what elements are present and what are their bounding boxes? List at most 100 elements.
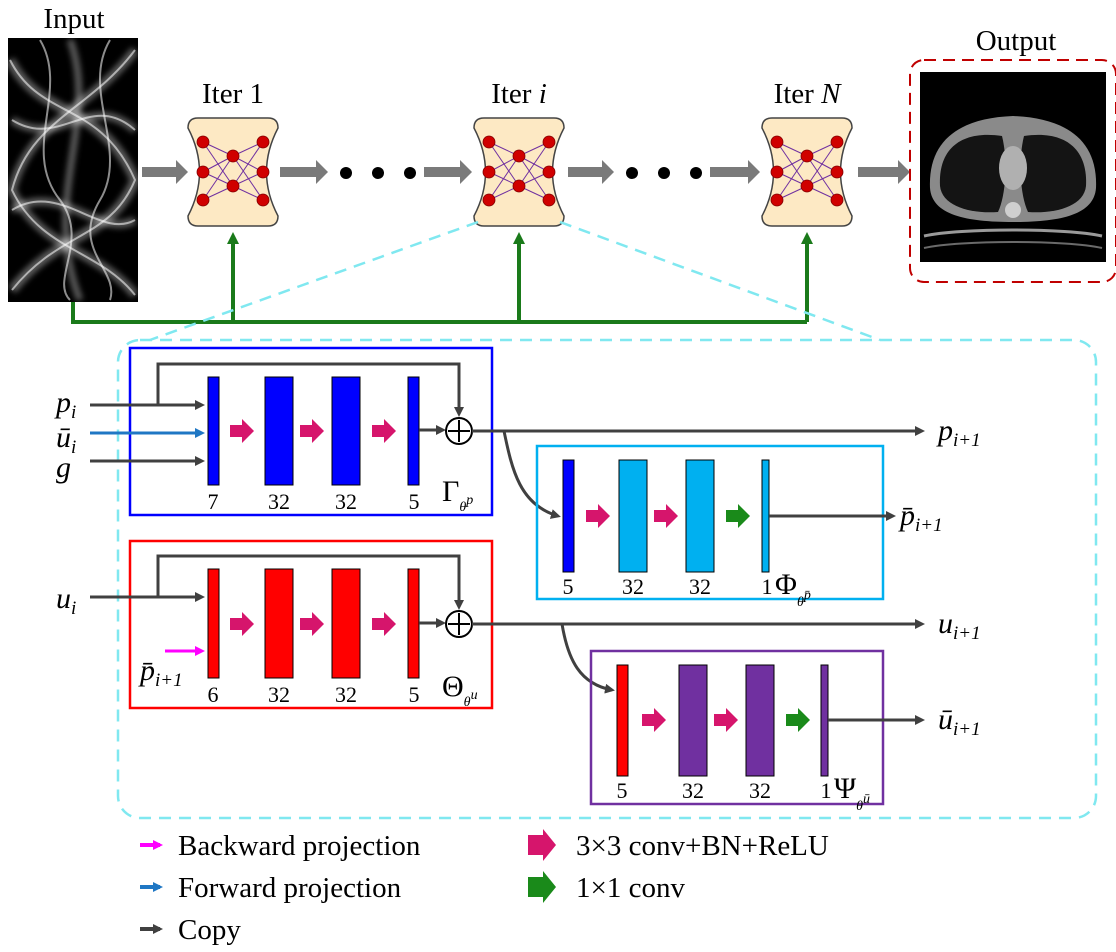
legend-conv-bn-relu-arrow-icon xyxy=(528,829,556,861)
conv1x1-arrow-icon xyxy=(726,504,750,528)
channel-count: 32 xyxy=(689,574,711,599)
layer-bar xyxy=(331,376,361,486)
legend-label: Backward projection xyxy=(178,830,421,862)
legend-label: Copy xyxy=(178,914,241,946)
channel-count: 6 xyxy=(208,682,219,707)
input-g: g xyxy=(56,451,71,484)
legend-label: 1×1 conv xyxy=(576,872,685,904)
conv-bn-relu-arrow-icon xyxy=(230,612,254,636)
flow-arrow xyxy=(280,160,328,184)
zoom-dashed-outline xyxy=(116,220,1098,820)
psi-block-frame xyxy=(589,649,885,806)
channel-count: 32 xyxy=(682,778,704,803)
layer-bar xyxy=(745,664,775,777)
conv-bn-relu-arrow-icon xyxy=(300,419,324,443)
psi-symbol: Ψθū xyxy=(834,772,870,814)
phi-block-layers xyxy=(562,459,770,573)
iteration-flow-arrows xyxy=(142,160,910,184)
channel-count: 32 xyxy=(335,682,357,707)
gamma-block-layers xyxy=(207,376,420,486)
conv-bn-relu-arrow-icon xyxy=(586,504,610,528)
flow-arrow xyxy=(142,160,188,184)
ellipsis-dots xyxy=(340,167,702,179)
output-p-i-plus-1: pi+1 xyxy=(936,414,981,451)
input-u-i: ui xyxy=(56,582,76,619)
layer-bar xyxy=(264,376,294,486)
psi-block-layers xyxy=(616,664,829,777)
iter-1-label: Iter 1 xyxy=(202,78,264,110)
theta-output-arrows xyxy=(472,619,925,694)
channel-count: 32 xyxy=(268,489,290,514)
iter-i-label: Iter i xyxy=(491,78,547,110)
conv-bn-relu-arrow-icon xyxy=(714,708,738,732)
channel-count: 5 xyxy=(617,778,628,803)
conv-bn-relu-arrow-icon xyxy=(654,504,678,528)
flow-arrow xyxy=(858,160,910,184)
neural-network-icon xyxy=(187,117,279,227)
plus-node xyxy=(445,417,473,445)
channel-count: 5 xyxy=(409,489,420,514)
legend-conv1x1-arrow-icon xyxy=(528,871,556,903)
phi-symbol: Φθp̄ xyxy=(775,568,811,610)
conv-bn-relu-arrow-icon xyxy=(372,419,396,443)
legend-label: Forward projection xyxy=(178,872,402,904)
flow-arrow xyxy=(568,160,614,184)
conv-bn-relu-arrow-icon xyxy=(642,708,666,732)
channel-count: 32 xyxy=(335,489,357,514)
gamma-symbol: Γθp xyxy=(442,475,473,515)
layer-bar xyxy=(678,664,708,777)
input-u-bar-i: ūi xyxy=(56,421,76,458)
neural-network-icon xyxy=(473,117,565,227)
legend: Backward projection Forward projection C… xyxy=(140,829,829,946)
layer-bar xyxy=(562,459,575,573)
legend-label: 3×3 conv+BN+ReLU xyxy=(576,830,829,862)
output-label: Output xyxy=(976,25,1057,57)
channel-count: 32 xyxy=(749,778,771,803)
conv-bn-relu-arrow-icon xyxy=(230,419,254,443)
conv1x1-arrow-icon xyxy=(786,708,810,732)
flow-arrow xyxy=(424,160,472,184)
layer-bar xyxy=(207,376,220,486)
channel-count: 5 xyxy=(409,682,420,707)
layer-bar xyxy=(407,568,420,679)
layer-bar xyxy=(618,459,648,573)
output-u-i-plus-1: ui+1 xyxy=(938,607,981,644)
neural-network-icon xyxy=(761,117,853,227)
gamma-output-arrows xyxy=(472,426,925,519)
theta-input-arrows xyxy=(90,554,464,656)
channel-count: 32 xyxy=(622,574,644,599)
layer-bar xyxy=(616,664,629,777)
plus-node xyxy=(445,610,473,638)
output-dashed-frame xyxy=(909,59,1116,283)
flow-arrow xyxy=(710,160,760,184)
input-p-i: pi xyxy=(54,386,76,423)
channel-count: 32 xyxy=(268,682,290,707)
channel-count: 1 xyxy=(762,574,773,599)
skip-connection-lines xyxy=(71,232,813,324)
conv-bn-relu-arrow-icon xyxy=(300,612,324,636)
channel-count: 7 xyxy=(208,489,219,514)
layer-bar xyxy=(207,568,220,679)
channel-count: 5 xyxy=(563,574,574,599)
input-label: Input xyxy=(43,3,104,35)
ct-output-image xyxy=(920,72,1106,262)
theta-symbol: Θθu xyxy=(442,670,478,710)
layer-bar xyxy=(820,664,829,777)
output-p-bar-i-plus-1: p̄i+1 xyxy=(898,499,943,536)
iter-n-label: Iter N xyxy=(774,78,843,110)
theta-block-layers xyxy=(207,568,420,679)
sinogram-input-image xyxy=(5,38,141,302)
layer-bar xyxy=(331,568,361,679)
channel-count: 1 xyxy=(821,778,832,803)
layer-bar xyxy=(685,459,715,573)
output-u-bar-i-plus-1: ūi+1 xyxy=(938,703,981,740)
input-p-bar-i-plus-1: p̄i+1 xyxy=(138,654,183,691)
conv-bn-relu-arrow-icon xyxy=(372,612,396,636)
layer-bar xyxy=(407,376,420,486)
gamma-input-arrows xyxy=(90,362,464,466)
phi-block-frame xyxy=(535,444,885,601)
layer-bar xyxy=(264,568,294,679)
layer-bar xyxy=(761,459,770,573)
